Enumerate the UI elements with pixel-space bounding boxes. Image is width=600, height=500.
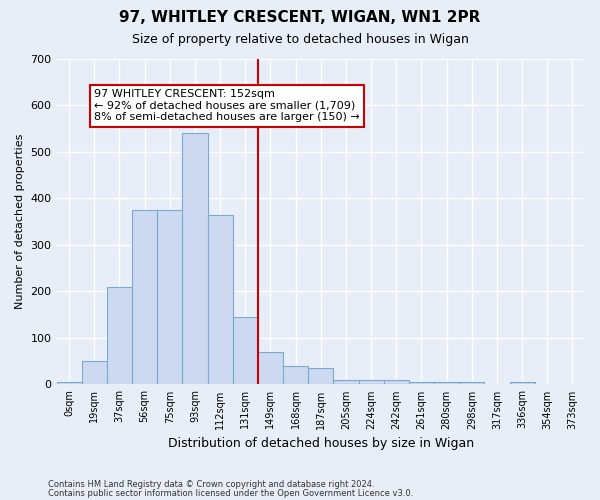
X-axis label: Distribution of detached houses by size in Wigan: Distribution of detached houses by size … <box>168 437 474 450</box>
Bar <box>157 210 182 384</box>
Bar <box>359 380 383 384</box>
Y-axis label: Number of detached properties: Number of detached properties <box>15 134 25 310</box>
Bar <box>182 134 208 384</box>
Bar <box>56 382 82 384</box>
Text: Contains public sector information licensed under the Open Government Licence v3: Contains public sector information licen… <box>48 489 413 498</box>
Bar <box>409 382 434 384</box>
Bar <box>308 368 334 384</box>
Bar <box>208 214 233 384</box>
Bar <box>82 361 107 384</box>
Bar <box>283 366 308 384</box>
Bar <box>132 210 157 384</box>
Bar <box>509 382 535 384</box>
Bar <box>383 380 409 384</box>
Text: Size of property relative to detached houses in Wigan: Size of property relative to detached ho… <box>131 32 469 46</box>
Bar <box>258 352 283 384</box>
Bar <box>459 382 484 384</box>
Text: Contains HM Land Registry data © Crown copyright and database right 2024.: Contains HM Land Registry data © Crown c… <box>48 480 374 489</box>
Text: 97 WHITLEY CRESCENT: 152sqm
← 92% of detached houses are smaller (1,709)
8% of s: 97 WHITLEY CRESCENT: 152sqm ← 92% of det… <box>94 89 360 122</box>
Bar <box>233 317 258 384</box>
Bar <box>434 382 459 384</box>
Bar <box>107 287 132 384</box>
Bar <box>334 380 359 384</box>
Text: 97, WHITLEY CRESCENT, WIGAN, WN1 2PR: 97, WHITLEY CRESCENT, WIGAN, WN1 2PR <box>119 10 481 25</box>
